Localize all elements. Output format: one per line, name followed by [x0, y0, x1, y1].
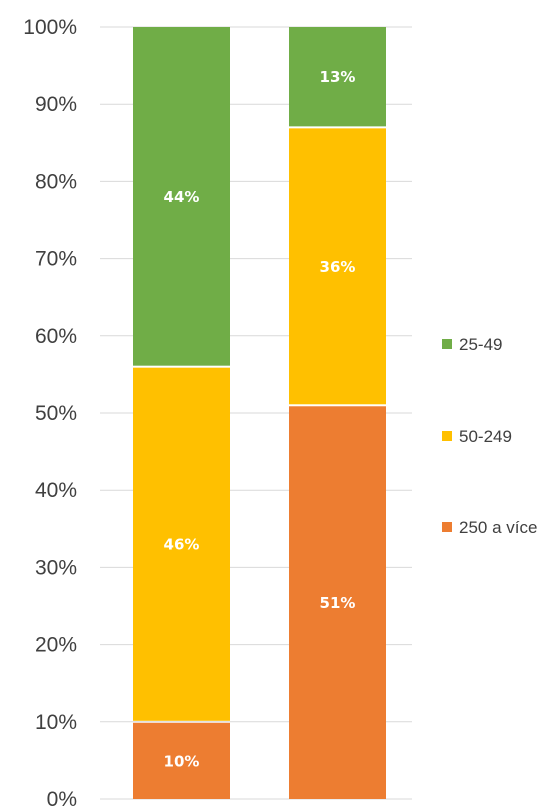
y-tick-label: 100% [23, 16, 77, 39]
y-tick-label: 80% [35, 170, 77, 193]
bar-segment [133, 27, 230, 366]
bar-segment [133, 722, 230, 799]
y-tick-label: 60% [35, 325, 77, 348]
legend-swatch [442, 522, 452, 532]
y-tick-label: 30% [35, 556, 77, 579]
bars [133, 27, 386, 799]
data-label: 36% [320, 258, 356, 276]
data-label: 10% [164, 752, 200, 770]
legend: 25-49 50-249 250 a více [442, 335, 537, 537]
data-labels: 10% 46% 44% 51% 36% 13% [164, 68, 356, 770]
y-tick-label: 40% [35, 479, 77, 502]
y-tick-label: 10% [35, 711, 77, 734]
y-tick-label: 50% [35, 402, 77, 425]
data-label: 46% [164, 536, 200, 554]
legend-swatch [442, 431, 452, 441]
bar-segment [133, 367, 230, 721]
bar-segment [289, 128, 386, 405]
y-tick-label: 70% [35, 248, 77, 271]
y-tick-label: 20% [35, 634, 77, 657]
legend-label: 250 a více [459, 518, 537, 537]
y-axis-tick-labels: 0% 10% 20% 30% 40% 50% 60% 70% 80% 90% 100% [23, 16, 77, 810]
bar-segment [289, 406, 386, 799]
legend-swatch [442, 339, 452, 349]
y-tick-label: 90% [35, 93, 77, 116]
y-tick-label: 0% [47, 788, 77, 810]
data-label: 13% [320, 68, 356, 86]
data-label: 44% [164, 188, 200, 206]
legend-label: 50-249 [459, 427, 512, 446]
bar-segment [289, 27, 386, 127]
legend-label: 25-49 [459, 335, 502, 354]
data-label: 51% [320, 594, 356, 612]
